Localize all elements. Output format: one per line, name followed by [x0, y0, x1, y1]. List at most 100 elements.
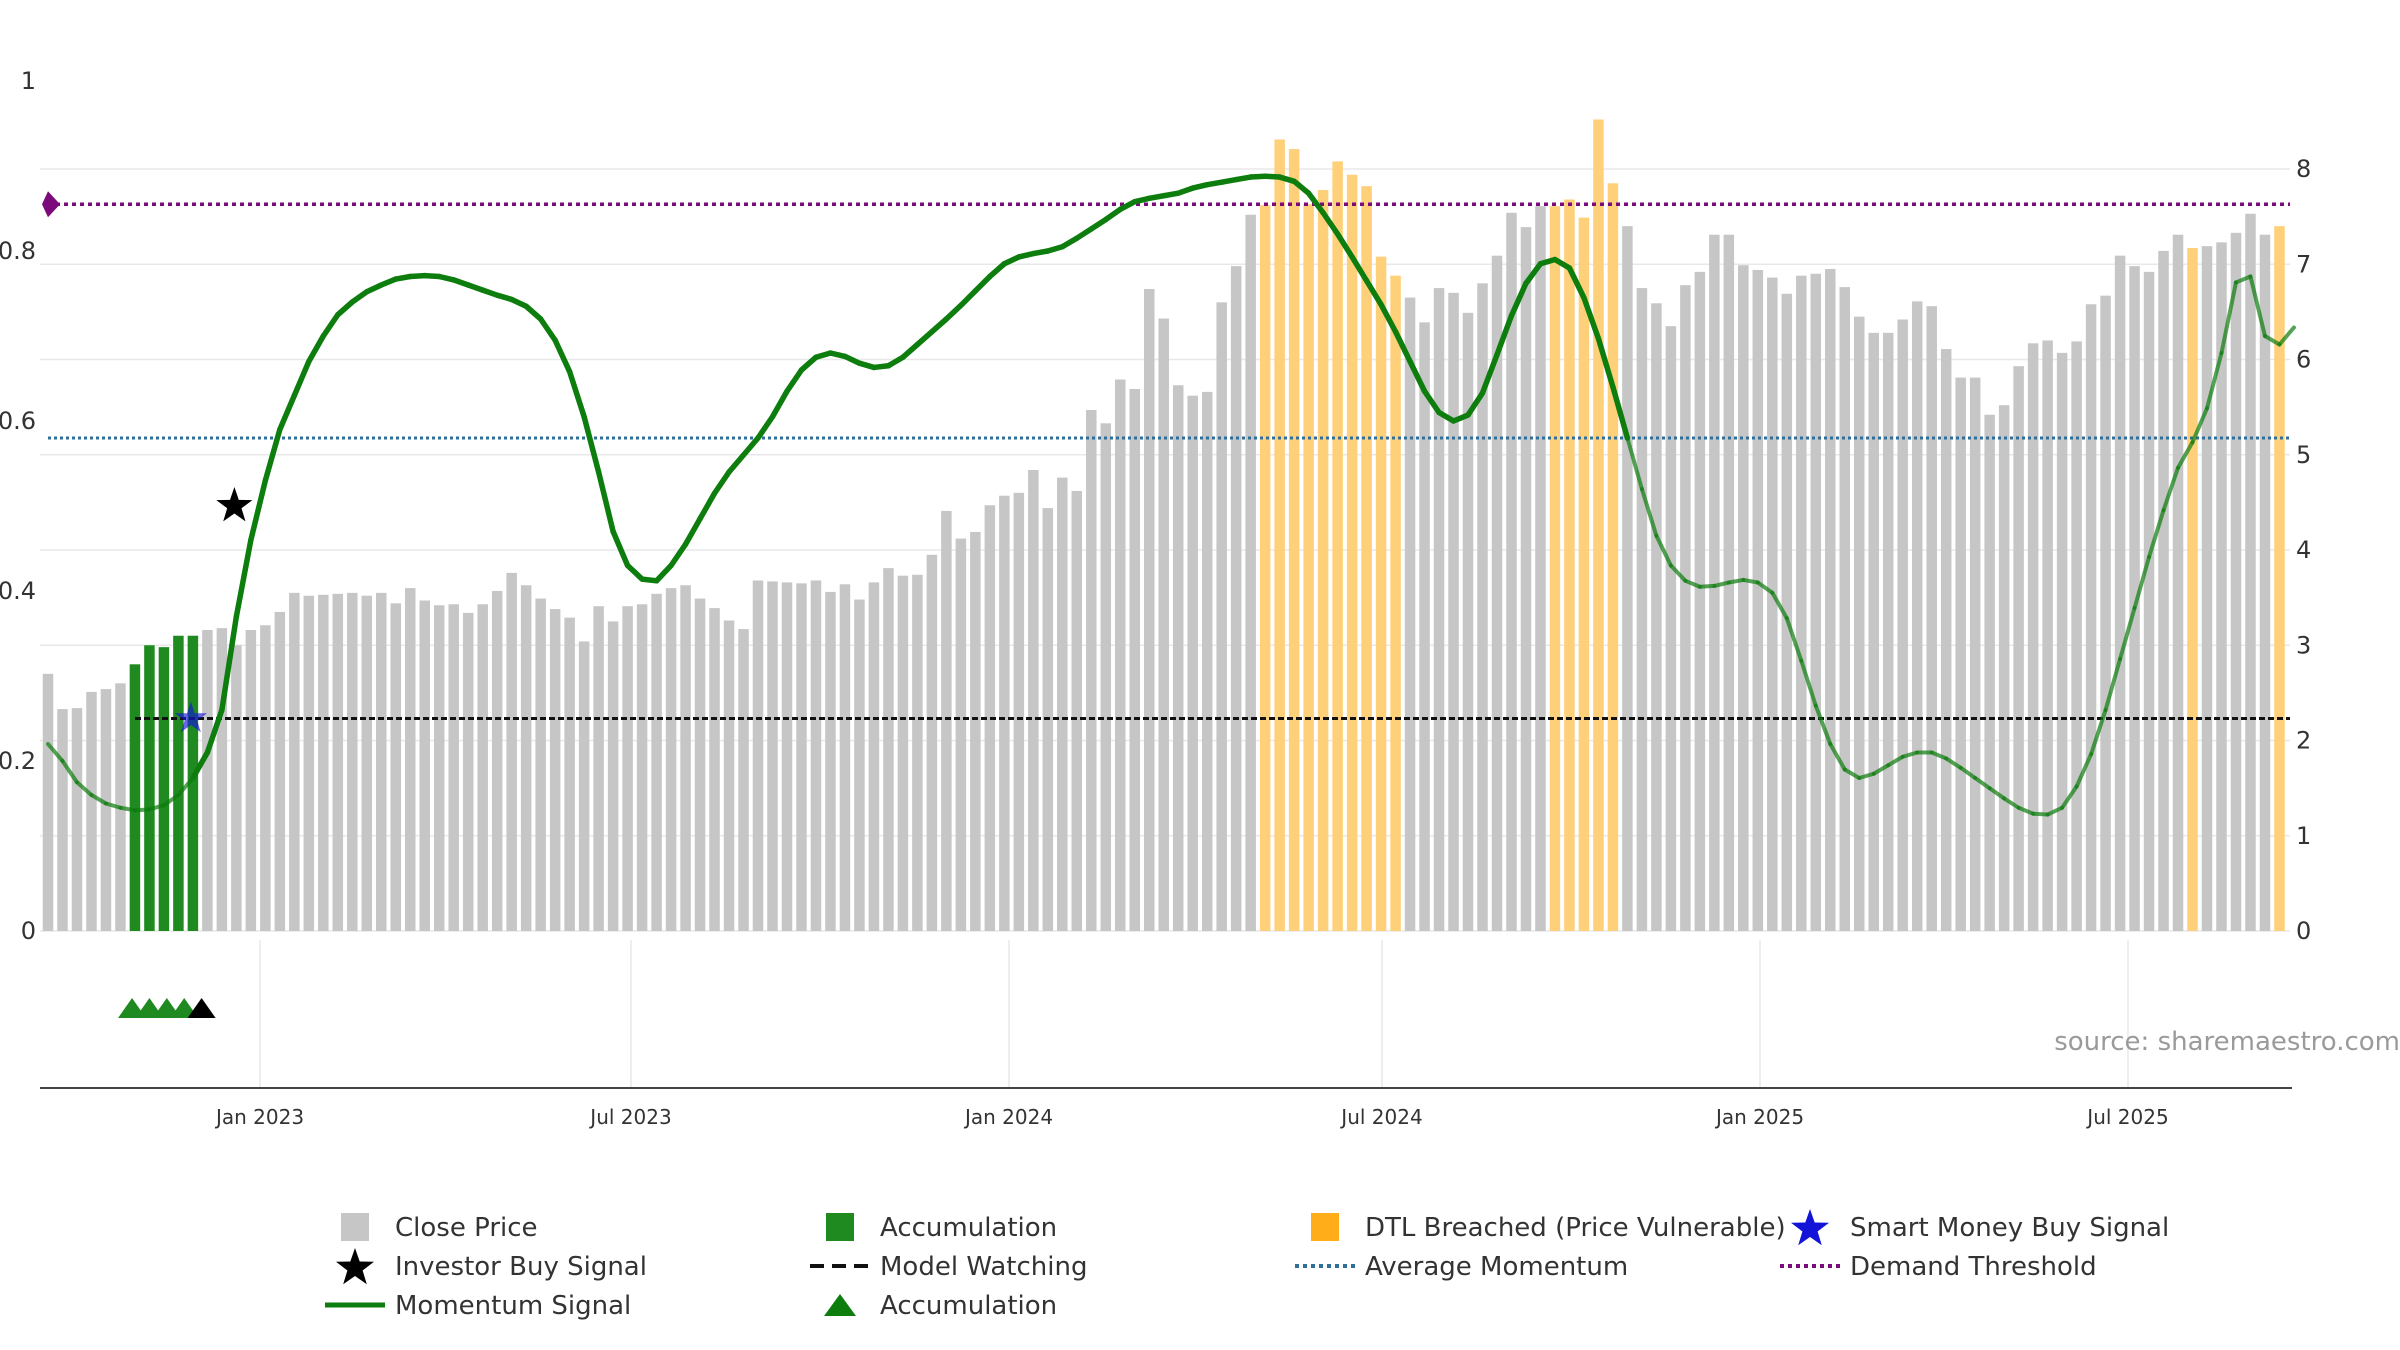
close-price-bar: [1911, 301, 1923, 932]
momentum-segment: [1625, 436, 1644, 491]
legend-label: Demand Threshold: [1850, 1252, 2097, 1282]
momentum-segment: [176, 776, 195, 797]
momentum-segment: [2103, 657, 2123, 712]
legend-label: Investor Buy Signal: [395, 1252, 647, 1282]
momentum-segment: [103, 801, 123, 810]
close-price-bar: [1955, 377, 1966, 931]
close-price-bar: [1926, 306, 1937, 931]
close-price-bar: [2201, 246, 2213, 932]
close-price-bar: [1071, 490, 1083, 931]
close-price-bar: [1796, 275, 1807, 931]
momentum-segment: [1929, 750, 1949, 761]
close-price-bar: [1462, 312, 1474, 931]
momentum-segment: [740, 435, 761, 458]
left-tick-label: 0.6: [0, 407, 36, 435]
close-price-bar: [1535, 206, 1546, 931]
close-price-bar: [202, 630, 213, 931]
momentum-segment: [2176, 440, 2195, 470]
close-price-bar: [680, 585, 691, 931]
momentum-segment: [60, 759, 79, 785]
momentum-segment: [769, 388, 790, 420]
momentum-segment: [726, 452, 747, 475]
momentum-segment: [1334, 231, 1355, 260]
momentum-segment: [1465, 390, 1486, 418]
close-price-bar: [709, 608, 720, 931]
close-price-bar: [2158, 250, 2169, 932]
accumulation-bar: [187, 635, 199, 931]
close-price-bar: [1825, 269, 1836, 931]
x-tick-label: Jan 2024: [963, 1105, 1053, 1129]
close-price-bar: [462, 612, 474, 931]
close-price-bar: [535, 598, 546, 931]
close-price-bar: [1767, 277, 1778, 932]
close-price-bar: [1057, 477, 1068, 931]
close-price-bar: [231, 645, 242, 931]
source-label: source: sharemaestro.com: [2054, 1027, 2400, 1057]
momentum-segment: [1712, 580, 1731, 588]
dtl-breached-bar: [1549, 206, 1561, 931]
close-price-bar: [868, 582, 880, 931]
close-price-bar: [1201, 391, 1213, 931]
momentum-segment: [581, 414, 602, 475]
close-price-bar: [491, 590, 503, 931]
close-price-bar: [1636, 288, 1648, 931]
close-price-bar: [2042, 340, 2053, 931]
close-price-bar: [2013, 366, 2024, 932]
close-price-bar: [1984, 414, 1995, 931]
legend-label: Model Watching: [880, 1252, 1087, 1282]
close-price-bar: [941, 510, 952, 931]
left-tick-label: 0.2: [0, 747, 36, 775]
momentum-segment: [219, 613, 240, 713]
momentum-segment: [2074, 752, 2094, 789]
momentum-segment: [2045, 805, 2065, 817]
close-price-bar: [332, 593, 344, 931]
legend-item: Investor Buy Signal: [336, 1248, 647, 1285]
right-tick-label: 5: [2296, 441, 2311, 469]
close-price-bar: [1781, 293, 1793, 932]
legend-item: Accumulation: [824, 1291, 1057, 1321]
close-price-bar: [1651, 303, 1662, 931]
close-price-bar: [1143, 289, 1155, 931]
momentum-segment: [885, 354, 906, 369]
close-price-bar: [796, 583, 807, 931]
right-tick-label: 6: [2296, 346, 2311, 374]
close-price-bar: [1230, 266, 1242, 931]
legend-swatch: [826, 1213, 854, 1241]
close-price-bar: [1709, 234, 1720, 931]
momentum-segment: [2233, 274, 2253, 285]
momentum-segment: [2161, 465, 2181, 513]
dtl-breached-bar: [2187, 248, 2198, 931]
legend-item: Accumulation: [826, 1213, 1057, 1243]
close-price-bar: [1868, 332, 1879, 932]
momentum-segment: [552, 337, 573, 375]
close-price-bar: [376, 592, 387, 931]
momentum-segment: [1436, 409, 1457, 424]
close-price-bar: [347, 592, 358, 931]
close-price-bar: [1854, 316, 1865, 931]
momentum-segment: [2190, 406, 2210, 445]
momentum-segment: [2002, 796, 2021, 810]
momentum-segment: [987, 261, 1008, 280]
legend-label: Average Momentum: [1365, 1252, 1628, 1282]
momentum-segment: [1813, 703, 1833, 746]
momentum-segment: [1320, 210, 1341, 237]
x-tick-label: Jul 2023: [588, 1105, 671, 1129]
close-price-bar: [839, 584, 851, 931]
momentum-segment: [1654, 533, 1673, 568]
close-price-bar: [651, 593, 662, 931]
momentum-segment: [1349, 254, 1370, 284]
momentum-segment: [1523, 261, 1544, 287]
close-price-bar: [506, 572, 517, 931]
left-tick-label: 0.4: [0, 577, 36, 605]
right-tick-label: 8: [2296, 155, 2311, 183]
momentum-segment: [900, 341, 921, 360]
accumulation-bar: [173, 635, 184, 931]
close-price-bar: [752, 580, 764, 931]
close-price-bar: [216, 628, 228, 931]
close-price-bar: [1969, 377, 1981, 931]
momentum-segment: [1668, 563, 1688, 583]
close-price-bar: [390, 603, 402, 931]
right-tick-label: 7: [2296, 250, 2311, 278]
close-price-bar: [2071, 341, 2082, 932]
momentum-segment: [2060, 784, 2079, 810]
